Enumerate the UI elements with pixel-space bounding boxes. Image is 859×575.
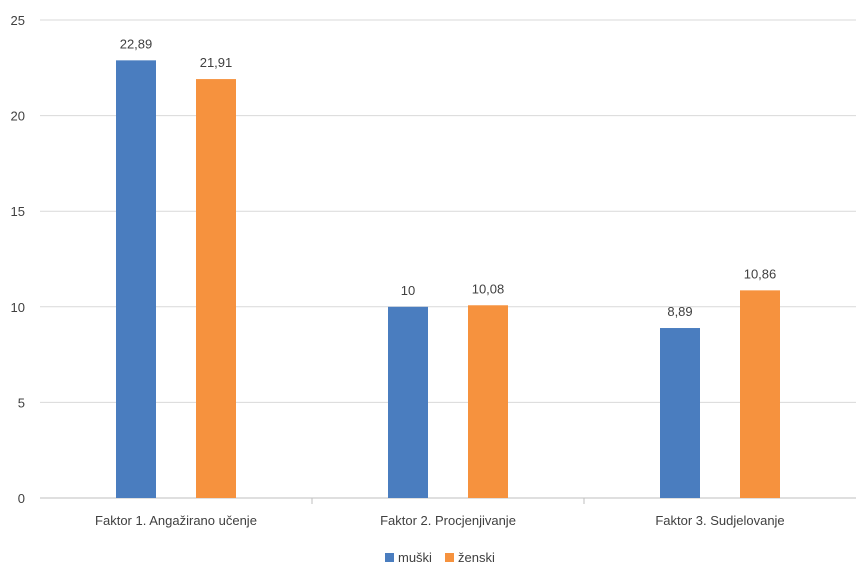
bar-muski [660, 328, 700, 498]
y-tick-label: 15 [11, 204, 25, 219]
gridlines [40, 19, 856, 504]
bar-zenski [740, 290, 780, 498]
x-tick-label: Faktor 1. Angažirano učenje [95, 513, 257, 528]
bar-zenski [468, 305, 508, 498]
legend-label-muski: muški [398, 550, 432, 565]
data-label: 10,86 [744, 266, 777, 281]
bar-muski [116, 60, 156, 498]
y-tick-label: 25 [11, 13, 25, 28]
y-axis-ticks: 0 5 10 15 20 25 [11, 13, 25, 506]
data-label: 10 [401, 283, 415, 298]
legend-swatch-muski [385, 553, 394, 562]
y-tick-label: 20 [11, 109, 25, 124]
legend-swatch-zenski [445, 553, 454, 562]
legend: muški ženski [385, 550, 495, 565]
bars [116, 60, 780, 498]
bar-zenski [196, 79, 236, 498]
y-tick-label: 10 [11, 300, 25, 315]
data-label: 21,91 [200, 55, 233, 70]
data-label: 8,89 [667, 304, 692, 319]
y-tick-label: 0 [18, 491, 25, 506]
data-labels: 22,89 21,91 10 10,08 8,89 10,86 [120, 36, 777, 319]
y-tick-label: 5 [18, 395, 25, 410]
data-label: 10,08 [472, 281, 505, 296]
bar-muski [388, 306, 428, 498]
x-tick-label: Faktor 3. Sudjelovanje [655, 513, 784, 528]
legend-label-zenski: ženski [458, 550, 495, 565]
x-axis-ticks: Faktor 1. Angažirano učenje Faktor 2. Pro… [95, 513, 785, 528]
x-tick-label: Faktor 2. Procjenjivanje [380, 513, 516, 528]
data-label: 22,89 [120, 36, 153, 51]
